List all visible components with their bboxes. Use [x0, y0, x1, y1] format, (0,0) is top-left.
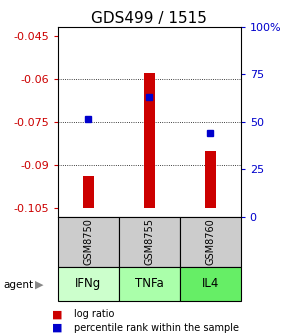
Text: ▶: ▶	[35, 280, 44, 290]
Bar	[205, 151, 216, 208]
Text: GSM8755: GSM8755	[144, 218, 154, 265]
Bar	[180, 217, 241, 267]
Text: agent: agent	[3, 280, 33, 290]
Text: TNFa: TNFa	[135, 278, 164, 290]
Bar	[144, 73, 155, 208]
Text: GSM8760: GSM8760	[205, 218, 215, 265]
Text: log ratio: log ratio	[74, 309, 114, 319]
Text: ■: ■	[52, 309, 63, 319]
Bar	[58, 267, 119, 301]
Text: ■: ■	[52, 323, 63, 333]
Bar	[119, 217, 180, 267]
Title: GDS499 / 1515: GDS499 / 1515	[91, 11, 207, 26]
Bar	[180, 267, 241, 301]
Bar	[58, 217, 119, 267]
Text: IL4: IL4	[202, 278, 219, 290]
Bar	[83, 176, 94, 208]
Bar	[119, 267, 180, 301]
Text: GSM8750: GSM8750	[84, 218, 93, 265]
Text: percentile rank within the sample: percentile rank within the sample	[74, 323, 239, 333]
Text: IFNg: IFNg	[75, 278, 102, 290]
